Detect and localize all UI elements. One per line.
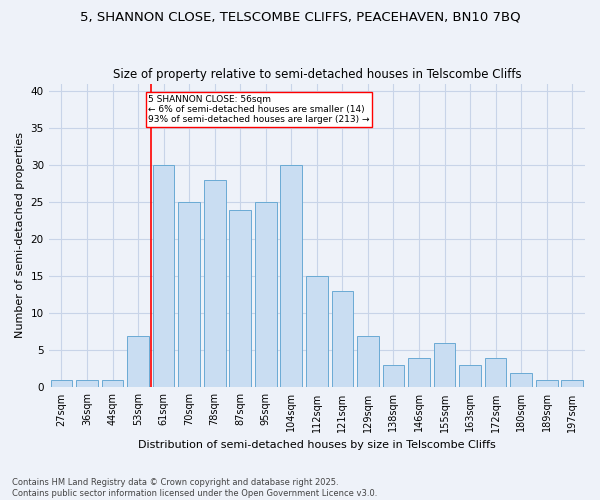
Bar [408, 358, 430, 388]
Bar [459, 365, 481, 388]
Bar [306, 276, 328, 388]
Bar [280, 165, 302, 388]
Bar [383, 365, 404, 388]
Title: Size of property relative to semi-detached houses in Telscombe Cliffs: Size of property relative to semi-detach… [113, 68, 521, 81]
Bar [101, 380, 124, 388]
Bar [76, 380, 98, 388]
Bar [178, 202, 200, 388]
Text: 5 SHANNON CLOSE: 56sqm
← 6% of semi-detached houses are smaller (14)
93% of semi: 5 SHANNON CLOSE: 56sqm ← 6% of semi-deta… [148, 94, 370, 124]
Bar [127, 336, 149, 388]
Bar [204, 180, 226, 388]
Bar [562, 380, 583, 388]
Bar [255, 202, 277, 388]
Bar [485, 358, 506, 388]
Bar [510, 372, 532, 388]
Bar [153, 165, 175, 388]
Bar [50, 380, 72, 388]
Bar [332, 291, 353, 388]
Bar [536, 380, 557, 388]
Text: 5, SHANNON CLOSE, TELSCOMBE CLIFFS, PEACEHAVEN, BN10 7BQ: 5, SHANNON CLOSE, TELSCOMBE CLIFFS, PEAC… [80, 10, 520, 23]
X-axis label: Distribution of semi-detached houses by size in Telscombe Cliffs: Distribution of semi-detached houses by … [138, 440, 496, 450]
Y-axis label: Number of semi-detached properties: Number of semi-detached properties [15, 132, 25, 338]
Bar [357, 336, 379, 388]
Bar [434, 343, 455, 388]
Text: Contains HM Land Registry data © Crown copyright and database right 2025.
Contai: Contains HM Land Registry data © Crown c… [12, 478, 377, 498]
Bar [229, 210, 251, 388]
